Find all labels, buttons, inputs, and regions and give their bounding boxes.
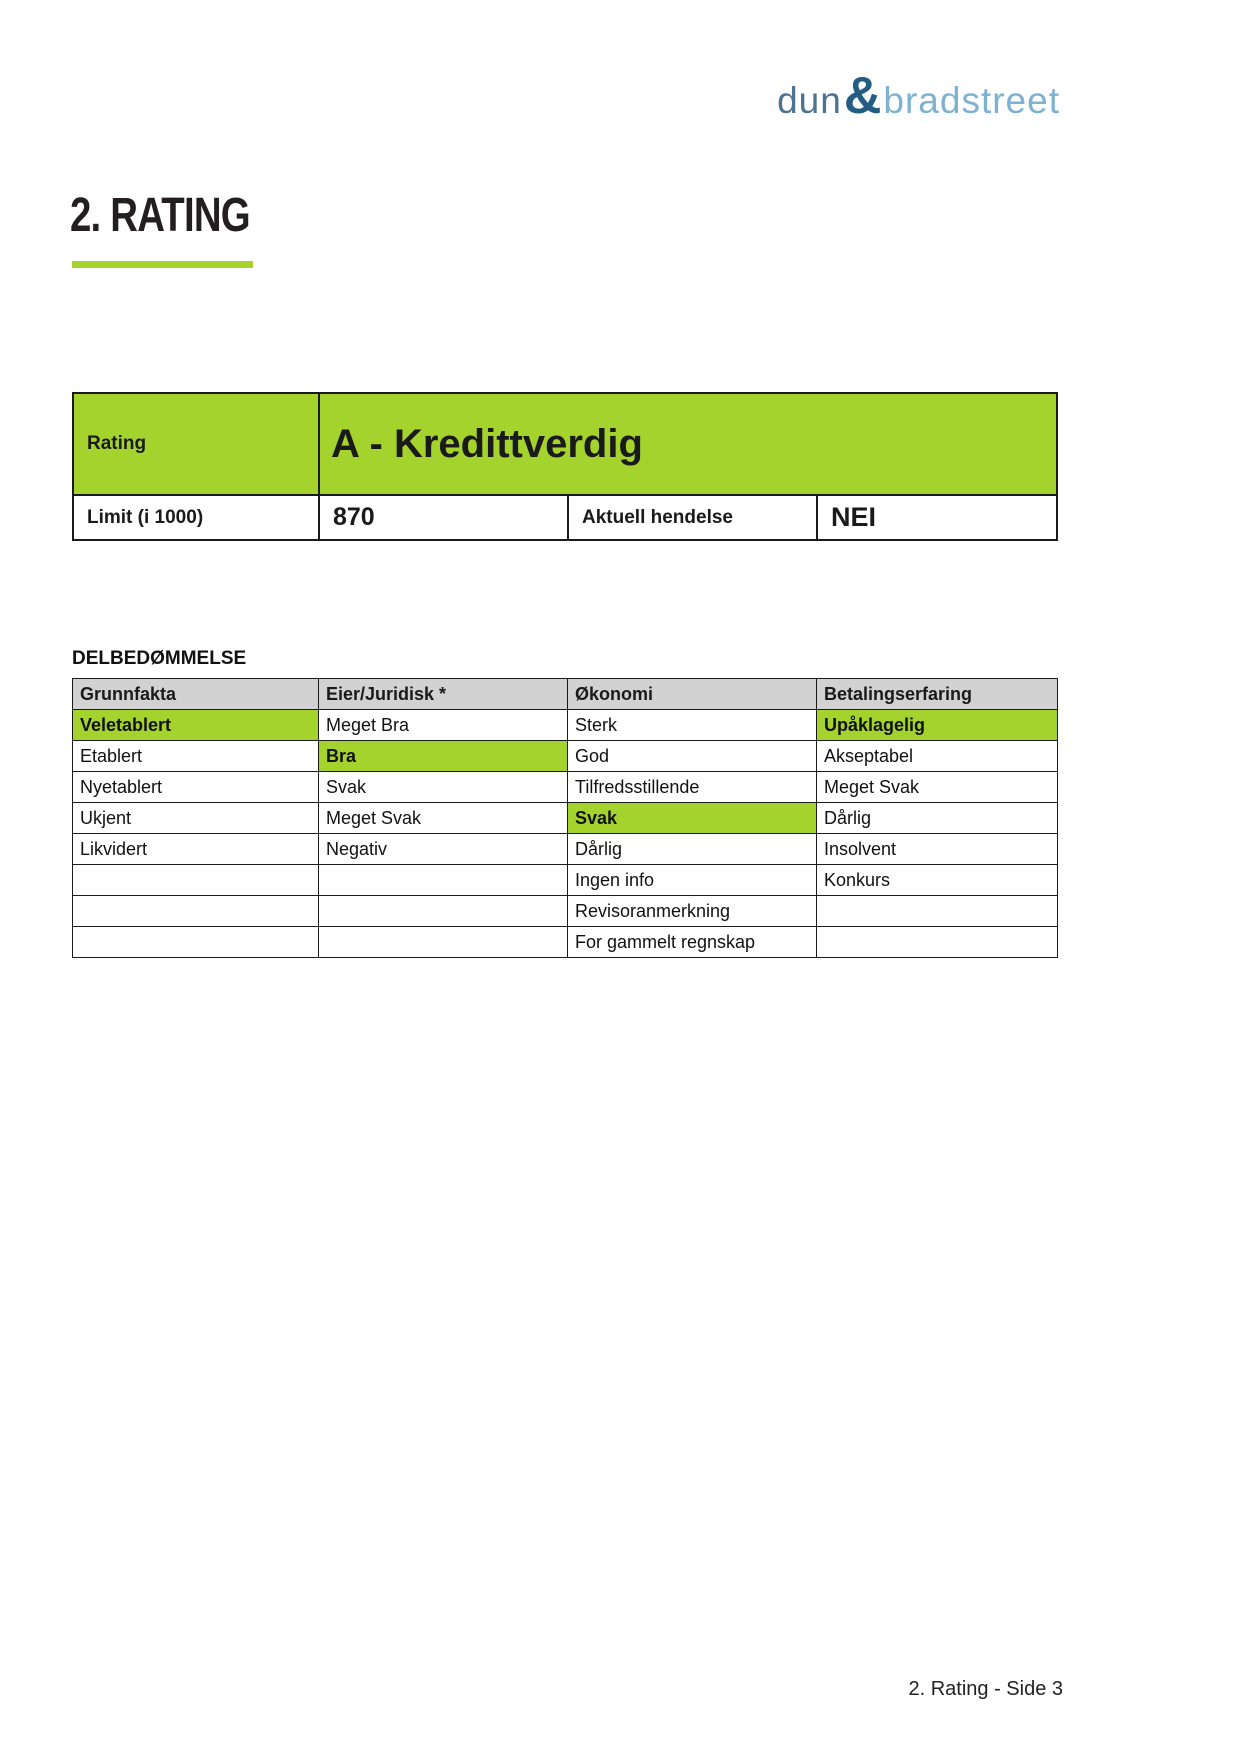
assessment-cell xyxy=(318,864,568,896)
assessment-cell: Negativ xyxy=(318,833,568,865)
dnb-logo: dun & bradstreet xyxy=(777,70,1060,122)
assessment-row: For gammelt regnskap xyxy=(72,926,1058,958)
logo-text-bradstreet: bradstreet xyxy=(883,80,1060,121)
rating-summary-table: Rating A - Kredittverdig Limit (i 1000) … xyxy=(72,392,1058,541)
assessment-cell: Svak xyxy=(567,802,817,834)
assessment-cell xyxy=(318,895,568,927)
assessment-cell xyxy=(816,926,1058,958)
limit-label-cell: Limit (i 1000) xyxy=(72,494,320,541)
limit-row: Limit (i 1000) 870 Aktuell hendelse NEI xyxy=(72,494,1058,541)
assessment-column-header: Grunnfakta xyxy=(72,678,319,710)
assessment-cell: Revisoranmerkning xyxy=(567,895,817,927)
assessment-column-header: Betalingserfaring xyxy=(816,678,1058,710)
rating-row: Rating A - Kredittverdig xyxy=(72,392,1058,496)
assessment-row: Etablert Bra God Akseptabel xyxy=(72,740,1058,772)
rating-label-cell: Rating xyxy=(72,392,320,496)
assessment-column-header: Eier/Juridisk * xyxy=(318,678,568,710)
event-label-cell: Aktuell hendelse xyxy=(567,494,818,541)
assessment-cell: Nyetablert xyxy=(72,771,319,803)
assessment-cell: Svak xyxy=(318,771,568,803)
assessment-cell: Tilfredsstillende xyxy=(567,771,817,803)
assessment-cell: Veletablert xyxy=(72,709,319,741)
assessment-cell xyxy=(816,895,1058,927)
assessment-row: Ingen info Konkurs xyxy=(72,864,1058,896)
assessment-cell: Upåklagelig xyxy=(816,709,1058,741)
assessment-cell: Sterk xyxy=(567,709,817,741)
assessment-row: Veletablert Meget Bra Sterk Upåklagelig xyxy=(72,709,1058,741)
assessment-cell: Etablert xyxy=(72,740,319,772)
assessment-table: Grunnfakta Eier/Juridisk * Økonomi Betal… xyxy=(72,678,1058,958)
assessment-row: Nyetablert Svak Tilfredsstillende Meget … xyxy=(72,771,1058,803)
assessment-row: Revisoranmerkning xyxy=(72,895,1058,927)
assessment-cell xyxy=(318,926,568,958)
assessment-row: Likvidert Negativ Dårlig Insolvent xyxy=(72,833,1058,865)
title-underline-bar xyxy=(72,261,253,268)
assessment-cell xyxy=(72,864,319,896)
assessment-cell: Dårlig xyxy=(567,833,817,865)
assessment-cell: Ukjent xyxy=(72,802,319,834)
assessment-header-row: Grunnfakta Eier/Juridisk * Økonomi Betal… xyxy=(72,678,1058,710)
event-value-cell: NEI xyxy=(816,494,1058,541)
assessment-cell xyxy=(72,926,319,958)
page-footer: 2. Rating - Side 3 xyxy=(908,1678,1063,1700)
limit-value-cell: 870 xyxy=(318,494,569,541)
assessment-cell: Meget Svak xyxy=(318,802,568,834)
assessment-cell: Konkurs xyxy=(816,864,1058,896)
assessment-column-header: Økonomi xyxy=(567,678,817,710)
assessment-row: Ukjent Meget Svak Svak Dårlig xyxy=(72,802,1058,834)
assessment-cell xyxy=(72,895,319,927)
assessment-cell: Insolvent xyxy=(816,833,1058,865)
assessment-cell: Likvidert xyxy=(72,833,319,865)
assessment-cell: Meget Bra xyxy=(318,709,568,741)
rating-value-cell: A - Kredittverdig xyxy=(318,392,1058,496)
logo-text-dun: dun xyxy=(777,80,842,121)
assessment-cell: For gammelt regnskap xyxy=(567,926,817,958)
assessment-cell: Bra xyxy=(318,740,568,772)
page-title: 2. RATING xyxy=(70,189,251,242)
assessment-cell: Ingen info xyxy=(567,864,817,896)
assessment-title: DELBEDØMMELSE xyxy=(72,648,247,669)
ampersand-icon: & xyxy=(843,67,882,125)
assessment-cell: Akseptabel xyxy=(816,740,1058,772)
assessment-cell: God xyxy=(567,740,817,772)
assessment-cell: Dårlig xyxy=(816,802,1058,834)
assessment-cell: Meget Svak xyxy=(816,771,1058,803)
